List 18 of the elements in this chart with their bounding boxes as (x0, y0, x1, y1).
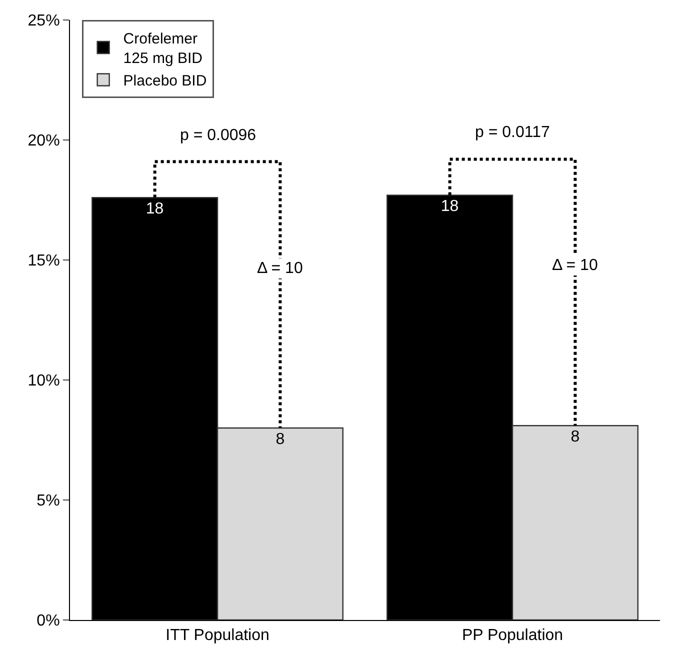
y-tick-label: 15% (28, 252, 60, 270)
annotation: Δ = 10 (552, 257, 598, 274)
legend-label: Crofelemer 125 mg BID (123, 30, 203, 68)
data-label: 8 (570, 428, 580, 446)
x-tick-label: ITT Population (166, 627, 270, 644)
y-tick-label: 0% (36, 612, 60, 630)
data-label: 18 (440, 198, 459, 216)
y-tick-label: 5% (36, 492, 60, 510)
annotation: Δ = 10 (257, 260, 303, 277)
y-tick-label: 10% (28, 372, 60, 390)
annotation: p = 0.0096 (180, 127, 256, 144)
y-tick-label: 20% (28, 132, 60, 150)
data-label: 18 (146, 200, 164, 218)
x-tick-label: PP Population (462, 627, 564, 644)
legend-label: Placebo BID (123, 72, 207, 90)
y-tick-label: 25% (28, 12, 60, 30)
data-label: 8 (276, 431, 285, 448)
annotation: p = 0.0117 (475, 124, 550, 141)
